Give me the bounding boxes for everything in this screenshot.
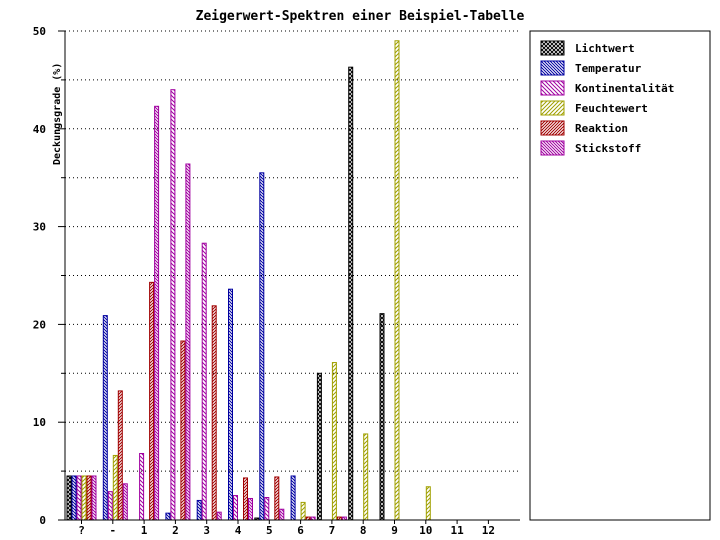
bar [248,497,253,521]
bar [107,491,113,521]
bar [316,372,322,521]
legend-label: Feuchtewert [575,102,648,115]
bar [196,499,202,521]
x-tick-label: 11 [450,524,464,537]
bar [228,288,233,521]
legend-label: Kontinentalität [575,82,674,95]
bar [274,476,280,521]
legend-swatch [540,100,565,116]
legend-swatch [540,40,565,56]
bar [211,305,217,521]
y-tick-label: 30 [33,221,46,234]
legend-swatch [540,120,565,136]
x-tick-label: 5 [266,524,273,537]
bar [102,315,108,521]
bar [264,497,270,521]
bar [66,475,72,521]
bar [216,511,222,521]
y-ticks: 0 10 20 30 40 50 [33,25,65,527]
legend-swatch [540,80,565,96]
x-ticks: ? -1 2 3 4 5 6 7 8 9 10 11 12 [78,520,495,537]
y-tick-label: 40 [33,123,46,136]
bar [154,105,160,521]
x-tick-label: 10 [419,524,432,537]
bars [66,40,431,521]
bar [76,475,82,521]
bar [233,495,238,521]
bar [300,501,306,521]
x-tick-label: 6 [297,524,304,537]
bar [279,508,285,521]
y-axis-label: Deckungsgrade (%) [52,63,63,165]
bar [259,172,265,521]
x-tick-label: 3 [203,524,210,537]
bar [170,89,176,521]
x-tick-label: 1 [141,524,148,537]
bar [71,475,77,521]
bar [290,475,296,521]
chart-title: Zeigerwert-Spektren einer Beispiel-Tabel… [196,9,525,24]
bar [185,163,191,521]
bar [122,483,128,521]
legend-swatch [540,60,565,76]
bar [201,242,207,521]
bar [394,40,400,521]
y-tick-label: 50 [33,25,46,38]
bar [91,475,97,521]
legend: Lichtwert Temperatur Kontinentalität Feucht… [529,30,711,521]
x-tick-label: 12 [482,524,495,537]
bar [149,281,155,521]
legend-label: Stickstoff [575,142,641,155]
bar [425,486,431,521]
y-tick-label: 0 [39,514,46,527]
y-tick-label: 20 [33,318,46,331]
bar [165,512,171,521]
bar [180,340,186,521]
y-tick-label: 10 [33,416,46,429]
legend-label: Temperatur [575,62,642,75]
legend-label: Reaktion [575,122,628,135]
x-tick-label: - [109,524,116,537]
bar [348,66,354,521]
x-tick-label: 4 [235,524,242,537]
bar [81,475,87,521]
x-tick-label: 7 [329,524,336,537]
x-tick-label: ? [78,524,85,537]
bar [379,313,385,521]
legend-label: Lichtwert [575,42,635,55]
bar [86,475,92,521]
bar [331,362,337,521]
legend-swatch [540,140,565,156]
bar [112,454,118,521]
bar [243,477,248,521]
x-tick-label: 9 [391,524,398,537]
x-tick-label: 8 [360,524,367,537]
bar [139,452,145,521]
x-tick-label: 2 [172,524,179,537]
bar [363,433,369,521]
grid [65,30,520,472]
bar [117,390,123,521]
